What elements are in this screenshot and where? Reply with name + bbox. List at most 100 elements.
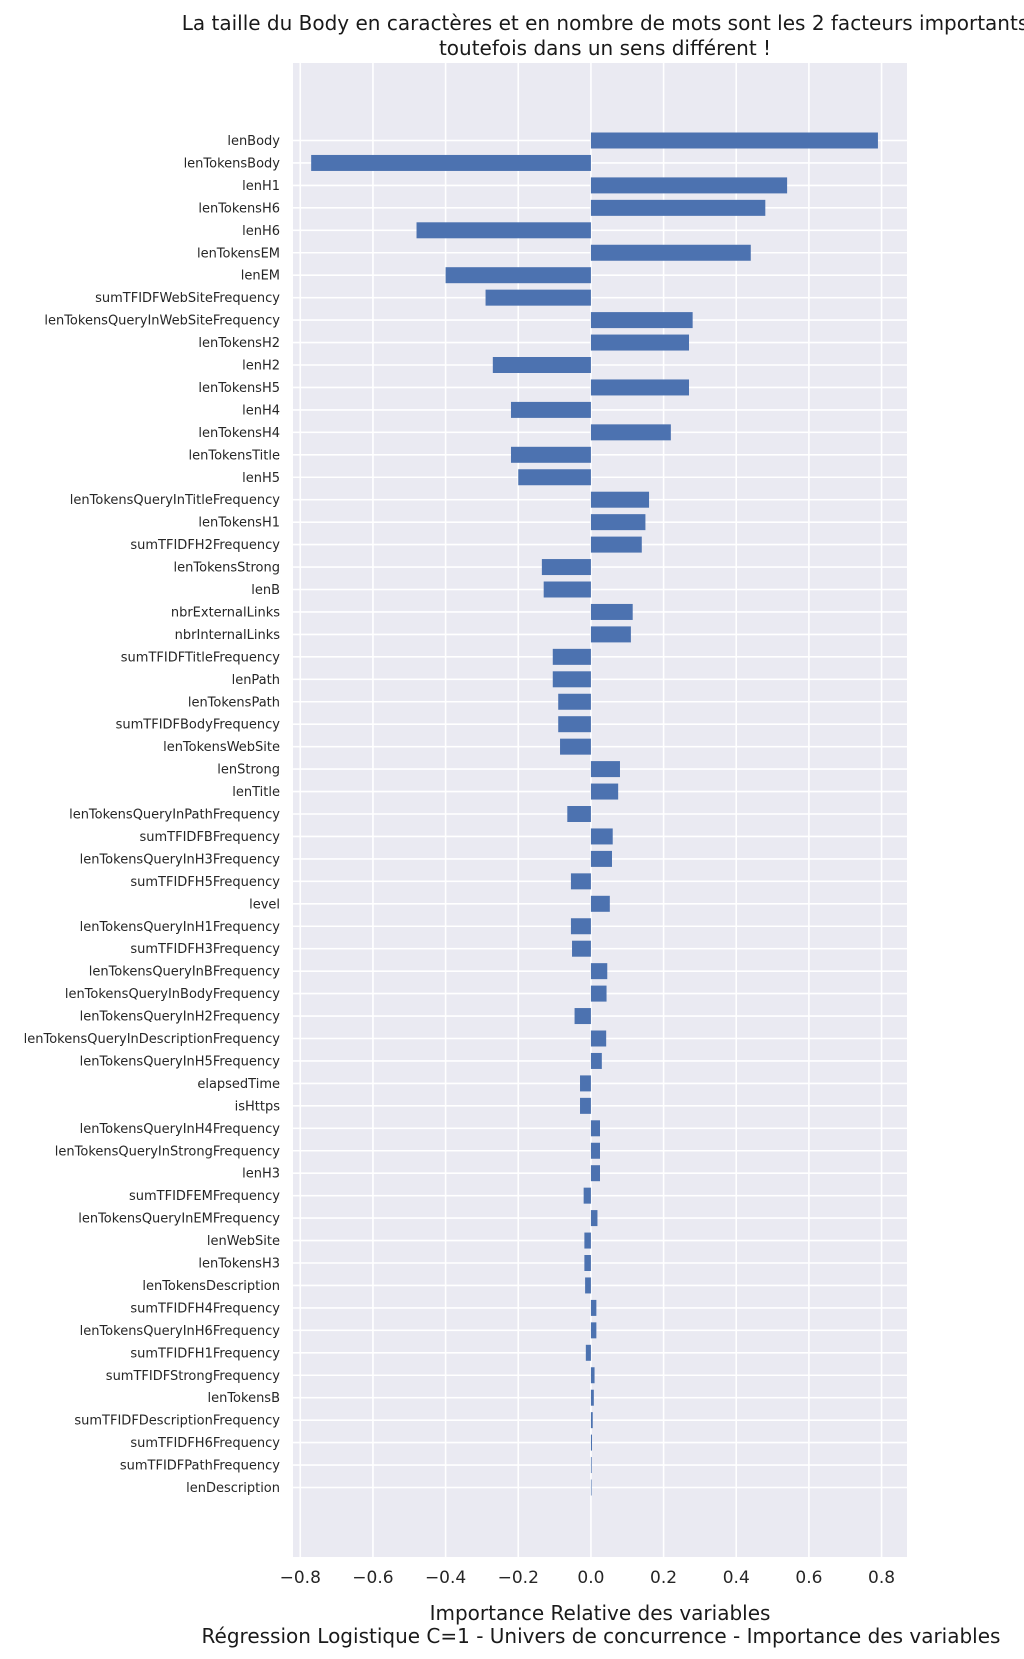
bar-lenTokensQueryInH2Frequency — [574, 1008, 591, 1025]
bar-lenTokensWebSite — [560, 738, 591, 755]
bar-lenTokensH3 — [584, 1255, 591, 1271]
bar-lenTokensH5 — [590, 379, 690, 396]
bar-lenTokensH1 — [590, 514, 646, 531]
bar-sumTFIDFPathFrequency — [590, 1457, 592, 1474]
y-tick-label: lenEM — [241, 269, 280, 284]
y-tick-label: sumTFIDFH2Frequency — [130, 538, 280, 553]
y-tick-label: sumTFIDFDescriptionFrequency — [74, 1414, 280, 1429]
y-tick-label: lenTokensStrong — [174, 561, 280, 576]
bar-lenH4 — [510, 401, 591, 418]
y-tick-label: sumTFIDFH6Frequency — [130, 1436, 280, 1451]
bar-lenTokensH6 — [590, 199, 766, 216]
bar-lenTokensEM — [590, 244, 751, 261]
bar-lenH6 — [416, 222, 591, 239]
bar-isHttps — [580, 1097, 591, 1114]
y-tick-label: sumTFIDFPathFrequency — [120, 1459, 280, 1474]
y-tick-label: lenTokensQueryInPathFrequency — [69, 808, 280, 823]
bar-lenPath — [552, 671, 591, 688]
y-tick-label: sumTFIDFEMFrequency — [129, 1189, 280, 1204]
bar-lenWebSite — [584, 1232, 591, 1249]
bar-lenTokensDescription — [585, 1277, 591, 1294]
bar-lenH1 — [590, 177, 788, 194]
y-tick-label: lenTitle — [232, 785, 280, 800]
y-tick-label: lenTokensPath — [188, 695, 280, 710]
y-tick-label: sumTFIDFH4Frequency — [130, 1301, 280, 1316]
bar-lenTokensQueryInTitleFrequency — [590, 491, 650, 508]
y-tick-labels: lenBody lenTokensBody lenH1 lenTokensH6 lenH… — [24, 134, 281, 1496]
y-tick-label: lenPath — [232, 673, 280, 688]
bar-lenStrong — [590, 761, 620, 778]
y-tick-label: lenTokensQueryInWebSiteFrequency — [44, 314, 280, 329]
y-tick-label: lenH1 — [242, 179, 280, 194]
bar-lenB — [543, 581, 591, 598]
y-tick-label: lenH5 — [242, 471, 280, 486]
y-tick-label: sumTFIDFBodyFrequency — [116, 718, 281, 733]
bar-lenTokensPath — [558, 693, 591, 710]
bar-lenTokensQueryInStrongFrequency — [590, 1142, 600, 1159]
bars-group — [311, 132, 878, 1496]
bar-elapsedTime — [580, 1075, 591, 1092]
bar-lenTokensTitle — [510, 446, 591, 463]
y-tick-label: lenTokensEM — [197, 246, 280, 261]
bar-nbrExternalLinks — [590, 603, 633, 620]
bar-sumTFIDFWebSiteFrequency — [485, 289, 591, 306]
y-tick-label: sumTFIDFTitleFrequency — [121, 650, 281, 665]
y-tick-label: lenTokensQueryInH4Frequency — [80, 1122, 281, 1137]
bar-lenH3 — [590, 1165, 600, 1182]
y-tick-label: lenTokensH6 — [198, 201, 280, 216]
bar-sumTFIDFBFrequency — [590, 828, 613, 845]
y-tick-label: lenTokensQueryInH6Frequency — [80, 1324, 281, 1339]
y-tick-label: lenTokensQueryInH2Frequency — [80, 1010, 281, 1025]
chart-title-line-2: toutefois dans un sens différent ! — [439, 36, 771, 60]
bar-lenTokensQueryInH1Frequency — [570, 918, 591, 935]
bar-lenEM — [445, 267, 591, 284]
x-tick-label: −0.8 — [280, 1568, 321, 1588]
y-tick-label: sumTFIDFBFrequency — [140, 830, 281, 845]
y-tick-label: lenTokensQueryInBodyFrequency — [65, 987, 280, 1002]
bar-sumTFIDFH4Frequency — [590, 1299, 597, 1316]
bar-lenTokensQueryInEMFrequency — [590, 1210, 598, 1227]
y-tick-label: lenTokensQueryInDescriptionFrequency — [24, 1032, 281, 1047]
y-tick-label: elapsedTime — [197, 1077, 280, 1092]
y-tick-label: lenTokensDescription — [142, 1279, 280, 1294]
x-tick-label: −0.2 — [498, 1568, 539, 1588]
bar-lenTokensQueryInH6Frequency — [590, 1322, 597, 1339]
bar-level — [590, 895, 610, 912]
bar-lenTokensQueryInWebSiteFrequency — [590, 312, 693, 329]
y-tick-label: lenTokensBody — [184, 156, 281, 171]
chart-subtitle: Régression Logistique C=1 - Univers de c… — [202, 1624, 1001, 1648]
x-tick-label: −0.4 — [425, 1568, 466, 1588]
y-tick-label: lenBody — [227, 134, 280, 149]
bar-lenTokensH4 — [590, 424, 671, 441]
y-tick-label: lenDescription — [186, 1481, 280, 1496]
bar-lenTokensQueryInH5Frequency — [590, 1052, 602, 1069]
y-tick-label: lenTokensH3 — [198, 1257, 280, 1272]
bar-sumTFIDFH1Frequency — [585, 1344, 591, 1361]
bar-lenTokensQueryInH4Frequency — [590, 1120, 600, 1137]
y-tick-label: nbrInternalLinks — [175, 628, 281, 643]
bar-sumTFIDFH2Frequency — [590, 536, 642, 553]
bar-lenTokensB — [590, 1389, 594, 1406]
y-tick-label: lenH6 — [242, 224, 280, 239]
y-tick-label: lenTokensQueryInBFrequency — [89, 965, 281, 980]
bar-nbrInternalLinks — [590, 626, 631, 643]
y-tick-label: lenTokensWebSite — [163, 740, 280, 755]
bar-sumTFIDFH5Frequency — [570, 873, 591, 890]
bar-lenH2 — [492, 357, 591, 373]
bar-sumTFIDFH3Frequency — [572, 940, 591, 957]
y-tick-label: nbrExternalLinks — [171, 605, 280, 620]
chart-title-line-1: La taille du Body en caractères et en no… — [182, 11, 1024, 35]
y-tick-label: lenTokensH2 — [198, 336, 280, 351]
bar-lenH5 — [518, 469, 591, 486]
x-tick-labels: −0.8 −0.6 −0.4 −0.2 0.0 0.2 0.4 0.6 0.8 — [280, 1568, 895, 1588]
y-tick-label: lenH2 — [242, 359, 280, 374]
y-tick-label: isHttps — [235, 1099, 281, 1114]
y-tick-label: sumTFIDFH3Frequency — [130, 942, 280, 957]
bar-lenTokensH2 — [590, 334, 690, 351]
y-tick-label: lenTokensH4 — [198, 426, 280, 441]
x-tick-label: 0.0 — [577, 1568, 604, 1588]
bar-lenTokensBody — [311, 154, 591, 171]
bar-lenTokensQueryInBFrequency — [590, 963, 608, 980]
y-tick-label: lenTokensB — [207, 1391, 280, 1406]
x-tick-label: −0.6 — [352, 1568, 393, 1588]
